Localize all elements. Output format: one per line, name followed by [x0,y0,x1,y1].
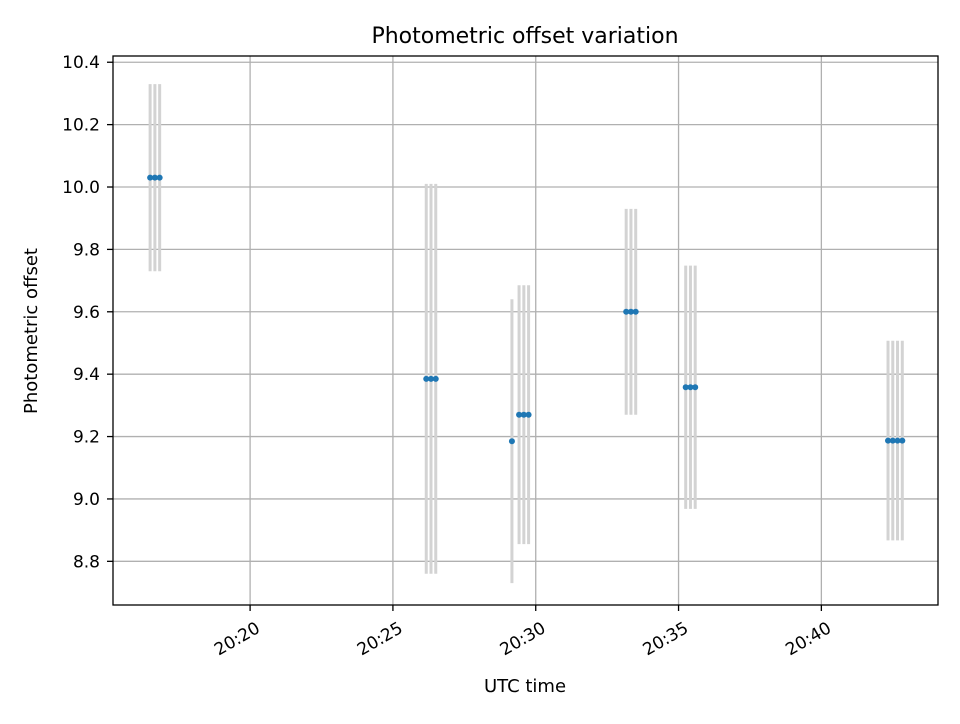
marker-layer [147,174,906,445]
plot-frame [112,55,939,606]
y-tick-label: 9.4 [73,365,100,385]
x-tick-label: 20:20 [211,618,263,660]
data-point [508,438,515,445]
x-tick-label: 20:30 [497,618,549,660]
data-point [428,375,435,382]
data-point [156,174,163,181]
data-point [516,411,523,418]
y-tick-label: 10.4 [62,53,100,73]
y-tick-label: 9.6 [73,303,100,323]
data-point [627,308,634,315]
y-tick-label: 10.0 [62,178,100,198]
data-point [423,375,430,382]
y-tick-label: 9.2 [73,428,100,448]
data-point [682,384,689,391]
data-point [687,384,694,391]
y-axis-label: Photometric offset [21,248,42,414]
x-axis-label: UTC time [484,676,566,697]
data-point [525,411,532,418]
x-tick-label: 20:25 [354,618,406,660]
y-tick-label: 9.0 [73,490,100,510]
y-tick-label: 9.8 [73,240,100,260]
data-point [151,174,158,181]
x-tick-label: 20:40 [782,618,834,660]
data-point [692,384,699,391]
data-point [632,308,639,315]
y-tick-label: 10.2 [62,116,100,136]
data-point [894,437,901,444]
data-point [889,437,896,444]
error-bar-layer [148,84,904,584]
data-point [432,375,439,382]
data-point [623,308,630,315]
chart-title: Photometric offset variation [371,24,678,49]
grid-layer [113,56,938,605]
data-point [520,411,527,418]
tick-layer: 8.8 9.0 9.2 9.4 9.6 9.8 10.0 10.2 10.4 20:20 20:25… [62,53,835,660]
x-tick-label: 20:35 [640,618,692,660]
y-tick-label: 8.8 [73,552,100,572]
data-point [885,437,892,444]
data-point [147,174,154,181]
data-point [899,437,906,444]
